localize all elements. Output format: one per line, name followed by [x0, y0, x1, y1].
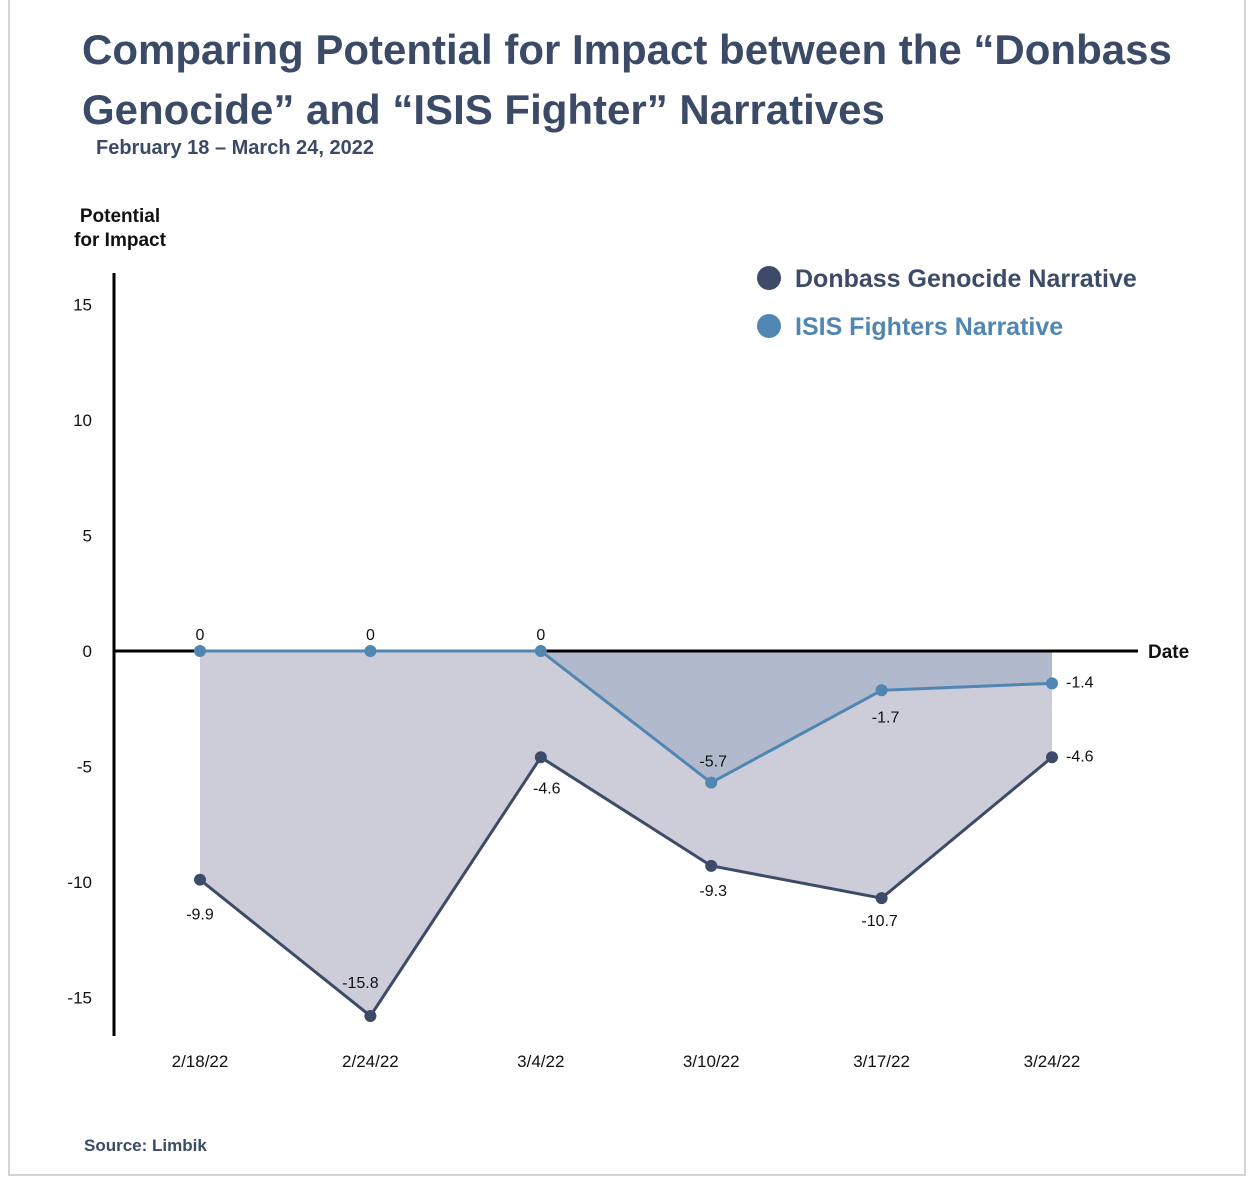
x-tick-label: 3/24/22: [1024, 1052, 1081, 1071]
y-axis-title: Potential: [80, 206, 160, 227]
donbass-data-point: [534, 751, 547, 764]
donbass-data-point: [705, 859, 718, 872]
donbass-data-point: [194, 873, 206, 886]
donbass-series-line: [199, 755, 1053, 1018]
isis-data-label: 0: [366, 627, 375, 644]
y-axis-title: for Impact: [74, 230, 167, 251]
x-axis-title: Date: [1148, 642, 1189, 663]
legend-isis-marker: [757, 314, 781, 338]
area-between-lines: [200, 651, 1052, 1016]
x-tick-label: 2/18/22: [172, 1052, 229, 1071]
donbass-data-label: -15.8: [342, 975, 379, 992]
chart-title: Comparing Potential for Impact between t…: [82, 26, 1172, 133]
donbass-data-label: -4.6: [533, 780, 561, 797]
y-tick-label: 10: [73, 411, 92, 430]
isis-data-point: [194, 645, 206, 657]
source-note: Source: Limbik: [84, 1136, 207, 1155]
y-tick-label: -15: [67, 989, 92, 1008]
y-tick-label: 0: [83, 642, 92, 661]
donbass-data-point: [1046, 751, 1058, 764]
isis-data-label: -5.7: [699, 754, 727, 771]
x-tick-label: 3/10/22: [683, 1052, 740, 1071]
donbass-data-point: [875, 892, 888, 905]
isis-data-point: [1046, 677, 1058, 690]
chart-frame: [8, 0, 1246, 1176]
x-tick-label: 3/17/22: [853, 1052, 910, 1071]
donbass-data-point: [364, 1009, 377, 1022]
isis-series-line: [200, 649, 1053, 785]
isis-data-point: [705, 776, 718, 789]
isis-data-point: [534, 645, 547, 657]
legend-isis-label: ISIS Fighters Narrative: [795, 313, 1063, 341]
y-tick-label: 15: [73, 296, 92, 315]
isis-data-label: 0: [196, 627, 205, 644]
isis-data-point: [364, 645, 377, 657]
donbass-data-label: -9.9: [186, 907, 214, 924]
isis-data-label: -1.7: [872, 709, 900, 726]
donbass-data-label: -10.7: [861, 913, 898, 930]
isis-data-label: 0: [536, 627, 545, 644]
donbass-data-label: -9.3: [699, 883, 727, 900]
y-tick-label: -5: [77, 758, 92, 777]
y-tick-label: 5: [83, 527, 92, 546]
y-tick-label: -10: [67, 873, 92, 892]
x-tick-label: 3/4/22: [517, 1052, 564, 1071]
isis-data-point: [875, 684, 888, 697]
x-tick-label: 2/24/22: [342, 1052, 399, 1071]
legend-donbass-marker: [757, 266, 781, 290]
legend-donbass-label: Donbass Genocide Narrative: [795, 265, 1137, 293]
isis-data-label: -1.4: [1066, 674, 1094, 691]
donbass-data-label: -4.6: [1066, 748, 1094, 765]
chart-subtitle: February 18 – March 24, 2022: [96, 137, 374, 159]
